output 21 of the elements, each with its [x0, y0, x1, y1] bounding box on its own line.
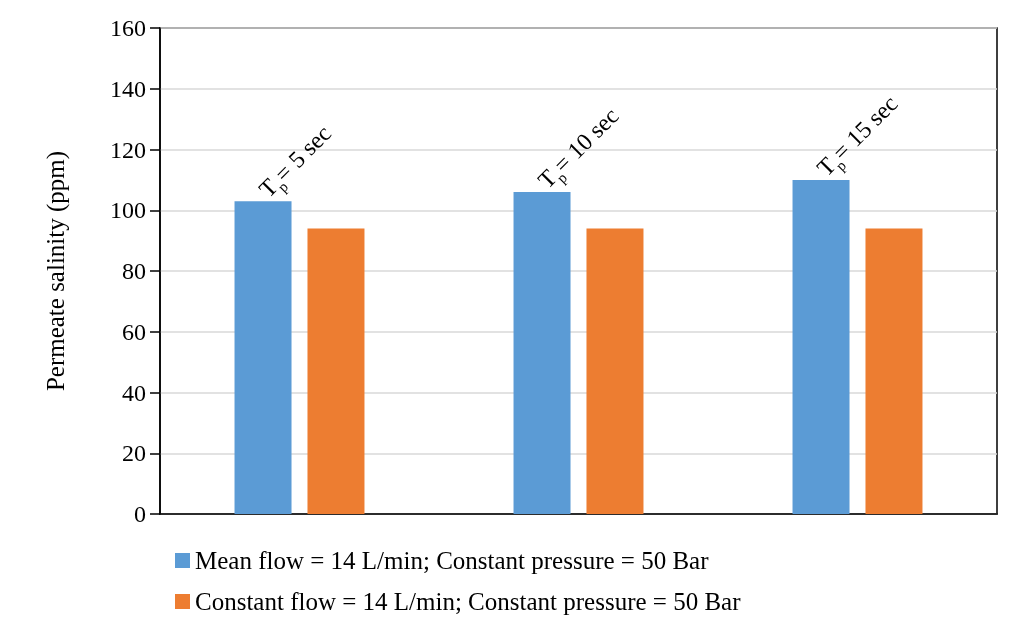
y-tick-label: 0	[134, 501, 146, 527]
legend-label: Constant flow = 14 L/min; Constant pressure = 50 Bar	[195, 588, 742, 615]
y-tick-label: 40	[122, 379, 146, 406]
bar	[792, 179, 850, 514]
annotation: Tp= 15 sec	[811, 90, 903, 182]
y-axis-title: Permeate salinity (ppm)	[42, 150, 70, 392]
annotation: Tp= 10 sec	[532, 102, 624, 194]
y-tick-label: 80	[122, 258, 146, 284]
y-tick-label: 20	[122, 440, 146, 467]
bar	[865, 228, 923, 514]
bar	[307, 228, 365, 514]
legend-label: Mean flow = 14 L/min; Constant pressure = 50 Bar	[195, 547, 710, 574]
bar	[586, 228, 644, 514]
y-tick-label: 100	[110, 197, 146, 224]
bar	[513, 192, 571, 514]
y-tick-label: 160	[110, 15, 146, 41]
y-tick-label: 60	[122, 318, 146, 345]
y-tick-label: 140	[110, 75, 146, 102]
bar	[234, 201, 292, 514]
y-tick-label: 120	[110, 136, 146, 163]
annotation: Tp= 5 sec	[253, 120, 337, 203]
